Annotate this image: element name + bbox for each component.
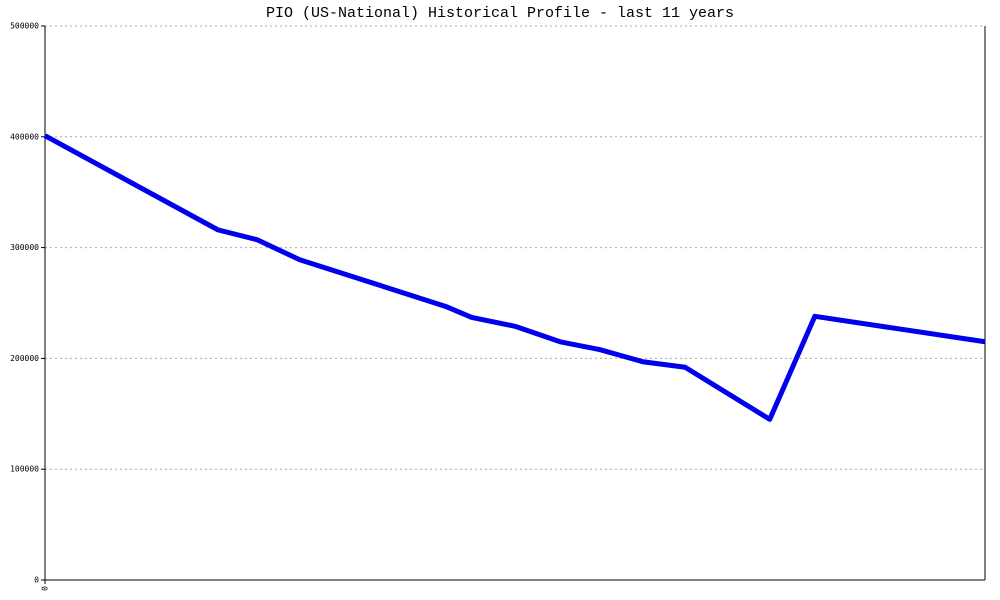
y-tick-label: 300000 (10, 243, 39, 252)
y-tick-label: 500000 (10, 22, 39, 31)
data-line (43, 133, 986, 422)
chart-title: PIO (US-National) Historical Profile - l… (266, 5, 734, 22)
y-tick-label: 400000 (10, 132, 39, 141)
y-tick-label: 0 (34, 576, 39, 585)
y-tick-label: 200000 (10, 354, 39, 363)
x-tick-label: 0 (41, 586, 50, 591)
y-tick-label: 100000 (10, 465, 39, 474)
